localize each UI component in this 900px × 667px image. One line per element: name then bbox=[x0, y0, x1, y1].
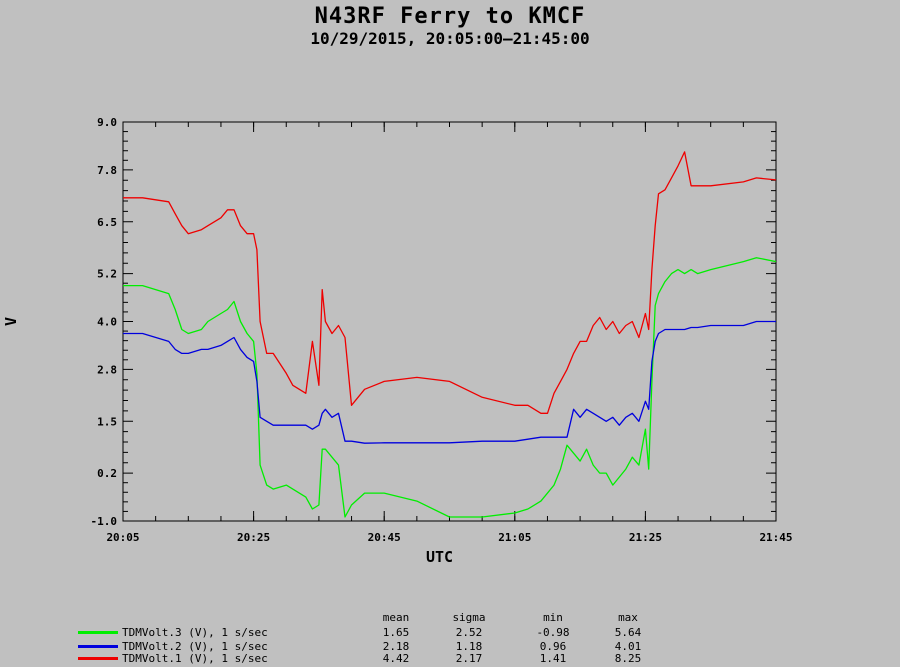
x-tick-label: 20:05 bbox=[106, 531, 139, 544]
plot-area bbox=[122, 121, 777, 522]
axis-labels: -1.0 0.2 1.5 2.8 4.0 5.2 6.5 7.8 9.0 20:05 20:25 20… bbox=[2, 116, 793, 566]
series-layer bbox=[123, 151, 777, 518]
chart-subtitle: 10/29/2015, 20:05:00–21:45:00 bbox=[310, 29, 590, 48]
axis-ticks bbox=[122, 121, 777, 522]
x-axis-label: UTC bbox=[426, 548, 453, 566]
x-tick-label: 20:25 bbox=[237, 531, 270, 544]
y-tick-label: 2.8 bbox=[97, 363, 117, 376]
y-tick-label: 7.8 bbox=[97, 164, 117, 177]
x-tick-label: 21:45 bbox=[759, 531, 792, 544]
y-tick-label: -1.0 bbox=[91, 515, 118, 528]
y-tick-label: 6.5 bbox=[97, 216, 117, 229]
chart-title: N43RF Ferry to KMCF bbox=[314, 4, 586, 29]
plot-frame bbox=[122, 121, 777, 522]
y-tick-label: 0.2 bbox=[97, 467, 117, 480]
x-tick-label: 21:25 bbox=[629, 531, 662, 544]
series-line-3 bbox=[123, 151, 777, 414]
x-tick-label: 21:05 bbox=[498, 531, 531, 544]
y-tick-label: 4.0 bbox=[97, 316, 117, 329]
y-tick-label: 5.2 bbox=[97, 268, 117, 281]
y-tick-label: 9.0 bbox=[97, 116, 117, 129]
y-axis-label: V bbox=[2, 317, 20, 326]
y-tick-label: 1.5 bbox=[97, 415, 117, 428]
x-tick-label: 20:45 bbox=[368, 531, 401, 544]
series-line-1 bbox=[123, 257, 777, 518]
series-line-2 bbox=[123, 320, 776, 444]
